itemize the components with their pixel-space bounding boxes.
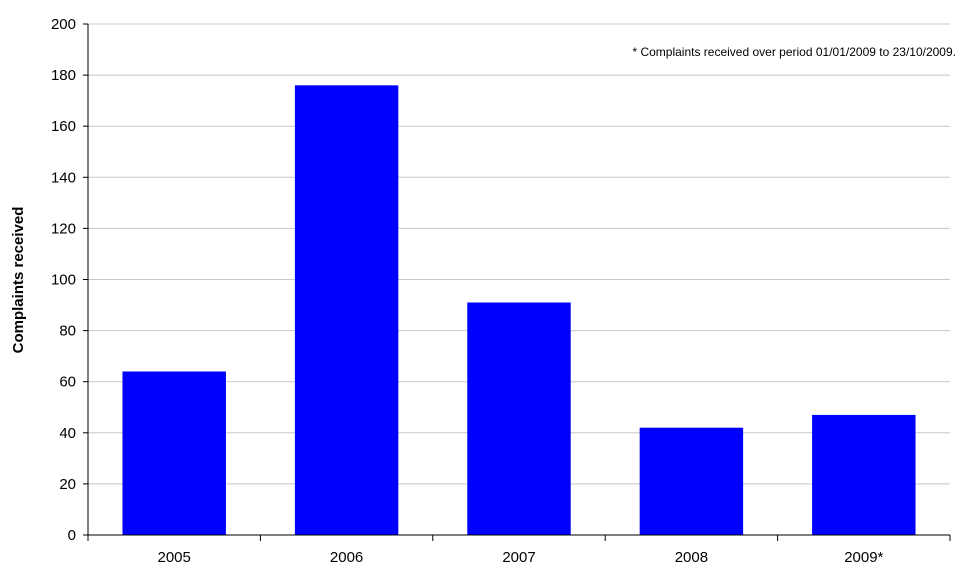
y-tick-label: 120 — [51, 220, 76, 237]
y-tick-label: 200 — [51, 16, 76, 33]
bar-2008 — [639, 427, 744, 535]
y-tick-label: 180 — [51, 67, 76, 84]
y-tick-label: 60 — [59, 374, 76, 391]
y-axis-title: Complaints received — [10, 207, 27, 354]
y-tick-label: 100 — [51, 272, 76, 289]
y-tick-label: 140 — [51, 169, 76, 186]
x-tick-label: 2009* — [844, 549, 883, 566]
y-tick-label: 0 — [68, 527, 76, 544]
bar-2007 — [467, 302, 571, 535]
gridlines — [88, 23, 950, 485]
y-tick-label: 160 — [51, 118, 76, 135]
tick-labels: 0 20 40 60 80 100 120 140 160 180 200 2005 2006 2007 2… — [51, 16, 884, 566]
x-tick-label: 2007 — [502, 549, 535, 566]
footnote-annotation: * Complaints received over period 01/01/… — [632, 45, 956, 59]
bar-2005 — [122, 371, 226, 535]
x-tick-label: 2006 — [330, 549, 363, 566]
y-tick-label: 80 — [59, 323, 76, 340]
bar-2006 — [294, 85, 399, 535]
x-tick-label: 2005 — [158, 549, 191, 566]
axes — [83, 23, 951, 541]
y-tick-label: 20 — [59, 476, 76, 493]
bar-2009 — [812, 414, 916, 535]
y-tick-label: 40 — [59, 425, 76, 442]
bars — [122, 85, 916, 535]
x-tick-label: 2008 — [675, 549, 708, 566]
